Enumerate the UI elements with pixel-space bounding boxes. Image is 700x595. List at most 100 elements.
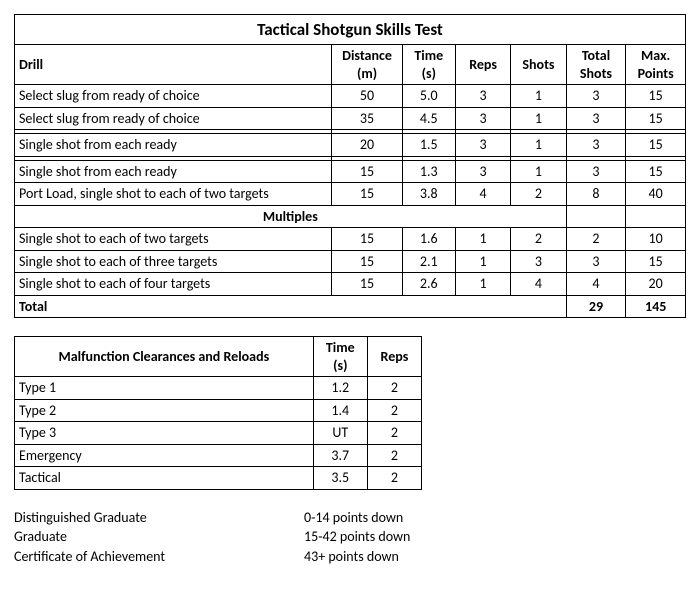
award-label: Certificate of Achievement: [14, 547, 304, 567]
cell-reps: 3: [455, 85, 510, 108]
cell-drill: Single shot to each of two targets: [15, 228, 332, 251]
cell-distance: 15: [332, 250, 402, 273]
cell-total-shots: 3: [566, 134, 626, 157]
cell-shots: 2: [511, 183, 566, 206]
cell-time: 1.4: [313, 399, 367, 422]
cell-time: 1.2: [313, 377, 367, 400]
cell-total-shots: 3: [566, 250, 626, 273]
cell-time: 5.0: [402, 85, 455, 108]
award-row: Graduate 15-42 points down: [14, 527, 686, 547]
cell-time: 1.5: [402, 134, 455, 157]
cell-reps: 3: [455, 134, 510, 157]
cell-drill: Select slug from ready of choice: [15, 107, 332, 130]
col-shots: Shots: [511, 45, 566, 85]
cell-distance: 35: [332, 107, 402, 130]
cell-total-shots: 8: [566, 183, 626, 206]
cell-shots: 1: [511, 107, 566, 130]
cell-max-points: 15: [626, 134, 686, 157]
table-row: Select slug from ready of choice 50 5.0 …: [15, 85, 686, 108]
cell-reps: 2: [367, 422, 421, 445]
col-reps: Reps: [455, 45, 510, 85]
table-row: Single shot to each of three targets 15 …: [15, 250, 686, 273]
cell-max-points: 15: [626, 250, 686, 273]
cell-name: Tactical: [15, 467, 314, 490]
award-label: Distinguished Graduate: [14, 508, 304, 528]
table-row: Type 3 UT 2: [15, 422, 422, 445]
cell-shots: 1: [511, 160, 566, 183]
cell-time: 3.5: [313, 467, 367, 490]
table-row: Single shot from each ready 15 1.3 3 1 3…: [15, 160, 686, 183]
cell-time: 3.8: [402, 183, 455, 206]
col-drill: Drill: [15, 45, 332, 85]
cell-time: 4.5: [402, 107, 455, 130]
cell-reps: 2: [367, 377, 421, 400]
col-max-points: Max. Points: [626, 45, 686, 85]
cell-distance: 15: [332, 228, 402, 251]
col-total-shots: Total Shots: [566, 45, 626, 85]
cell-shots: 1: [511, 134, 566, 157]
col-distance: Distance (m): [332, 45, 402, 85]
cell-reps: 3: [455, 160, 510, 183]
cell-drill: Single shot to each of four targets: [15, 273, 332, 296]
cell-max-points: 20: [626, 273, 686, 296]
cell-max-points: 15: [626, 85, 686, 108]
table-title: Tactical Shotgun Skills Test: [15, 15, 686, 45]
skills-test-table: Tactical Shotgun Skills Test Drill Dista…: [14, 14, 686, 318]
cell-distance: 15: [332, 160, 402, 183]
section-row: Multiples: [15, 205, 686, 228]
cell-time: UT: [313, 422, 367, 445]
cell-drill: Single shot from each ready: [15, 134, 332, 157]
malfunction-table: Malfunction Clearances and Reloads Time …: [14, 336, 422, 490]
cell-shots: 3: [511, 250, 566, 273]
total-shots: 29: [566, 295, 626, 318]
cell-total-shots: 4: [566, 273, 626, 296]
cell-total-shots: 3: [566, 85, 626, 108]
cell-drill: Single shot from each ready: [15, 160, 332, 183]
cell-drill: Port Load, single shot to each of two ta…: [15, 183, 332, 206]
cell-distance: 15: [332, 273, 402, 296]
cell-name: Emergency: [15, 444, 314, 467]
cell-max-points: 15: [626, 107, 686, 130]
cell-max-points: 15: [626, 160, 686, 183]
cell-reps: 4: [455, 183, 510, 206]
col-time: Time (s): [402, 45, 455, 85]
cell-time: 1.3: [402, 160, 455, 183]
col-reps: Reps: [367, 337, 421, 377]
cell-total-shots: 2: [566, 228, 626, 251]
total-label: Total: [15, 295, 567, 318]
cell-time: 2.6: [402, 273, 455, 296]
table-row: Port Load, single shot to each of two ta…: [15, 183, 686, 206]
cell-reps: 1: [455, 273, 510, 296]
cell-reps: 1: [455, 250, 510, 273]
col-time: Time (s): [313, 337, 367, 377]
table-row: Type 1 1.2 2: [15, 377, 422, 400]
cell-time: 2.1: [402, 250, 455, 273]
cell-reps: 2: [367, 444, 421, 467]
table-row: Single shot to each of four targets 15 2…: [15, 273, 686, 296]
award-row: Distinguished Graduate 0-14 points down: [14, 508, 686, 528]
award-value: 0-14 points down: [304, 508, 403, 528]
award-value: 15-42 points down: [304, 527, 410, 547]
cell-reps: 2: [367, 399, 421, 422]
cell-time: 3.7: [313, 444, 367, 467]
award-label: Graduate: [14, 527, 304, 547]
section-label: Multiples: [15, 205, 567, 228]
table-row: Tactical 3.5 2: [15, 467, 422, 490]
award-row: Certificate of Achievement 43+ points do…: [14, 547, 686, 567]
cell-time: 1.6: [402, 228, 455, 251]
table-row: Single shot from each ready 20 1.5 3 1 3…: [15, 134, 686, 157]
cell-shots: 4: [511, 273, 566, 296]
malfunction-title: Malfunction Clearances and Reloads: [15, 337, 314, 377]
cell-distance: 50: [332, 85, 402, 108]
cell-max-points: 40: [626, 183, 686, 206]
cell-reps: 2: [367, 467, 421, 490]
table-row: Select slug from ready of choice 35 4.5 …: [15, 107, 686, 130]
cell-name: Type 3: [15, 422, 314, 445]
cell-drill: Single shot to each of three targets: [15, 250, 332, 273]
table-row: Type 2 1.4 2: [15, 399, 422, 422]
cell-distance: 20: [332, 134, 402, 157]
cell-total-shots: 3: [566, 107, 626, 130]
total-max-points: 145: [626, 295, 686, 318]
awards-list: Distinguished Graduate 0-14 points down …: [14, 508, 686, 567]
total-row: Total 29 145: [15, 295, 686, 318]
